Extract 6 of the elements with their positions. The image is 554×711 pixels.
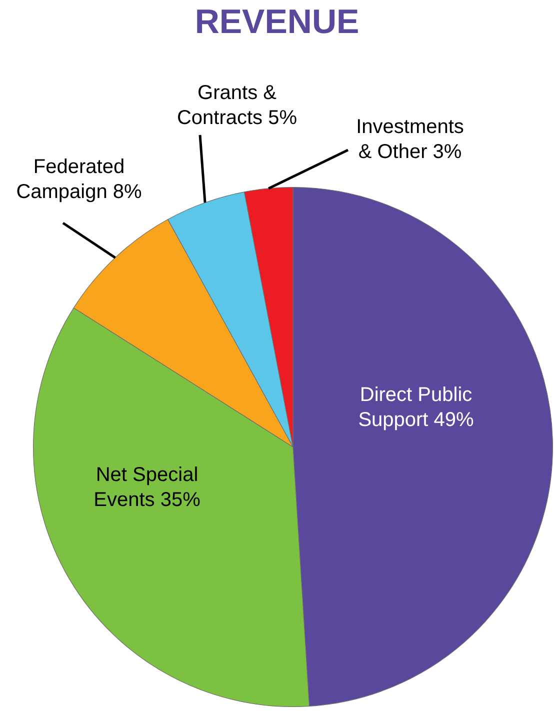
chart-title: REVENUE xyxy=(194,2,360,43)
slice-label: Net Special Events 35% xyxy=(94,464,201,512)
slice-label: Investments & Other 3% xyxy=(356,116,464,164)
slice-label: Federated Campaign 8% xyxy=(16,156,142,204)
slice-label: Grants & Contracts 5% xyxy=(176,82,298,130)
slice-label: Direct Public Support 49% xyxy=(358,384,474,432)
